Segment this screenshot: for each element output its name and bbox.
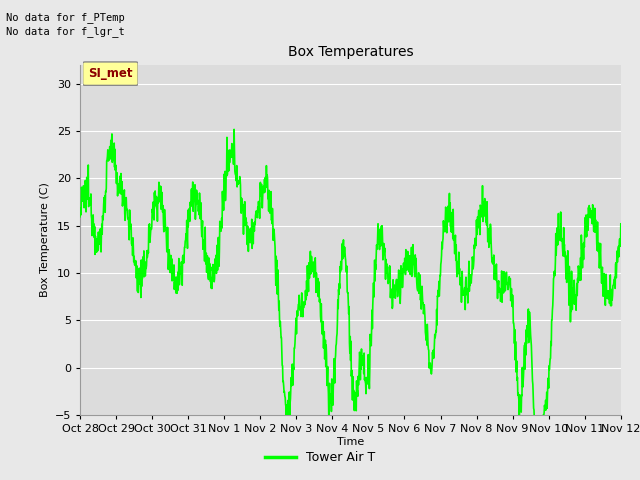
- Text: No data for f_lgr_t: No data for f_lgr_t: [6, 26, 125, 37]
- Legend: Tower Air T: Tower Air T: [260, 446, 380, 469]
- FancyBboxPatch shape: [83, 62, 138, 85]
- X-axis label: Time: Time: [337, 437, 364, 447]
- Text: No data for f_PTemp: No data for f_PTemp: [6, 12, 125, 23]
- Text: SI_met: SI_met: [88, 67, 132, 80]
- Title: Box Temperatures: Box Temperatures: [287, 46, 413, 60]
- Y-axis label: Box Temperature (C): Box Temperature (C): [40, 182, 51, 298]
